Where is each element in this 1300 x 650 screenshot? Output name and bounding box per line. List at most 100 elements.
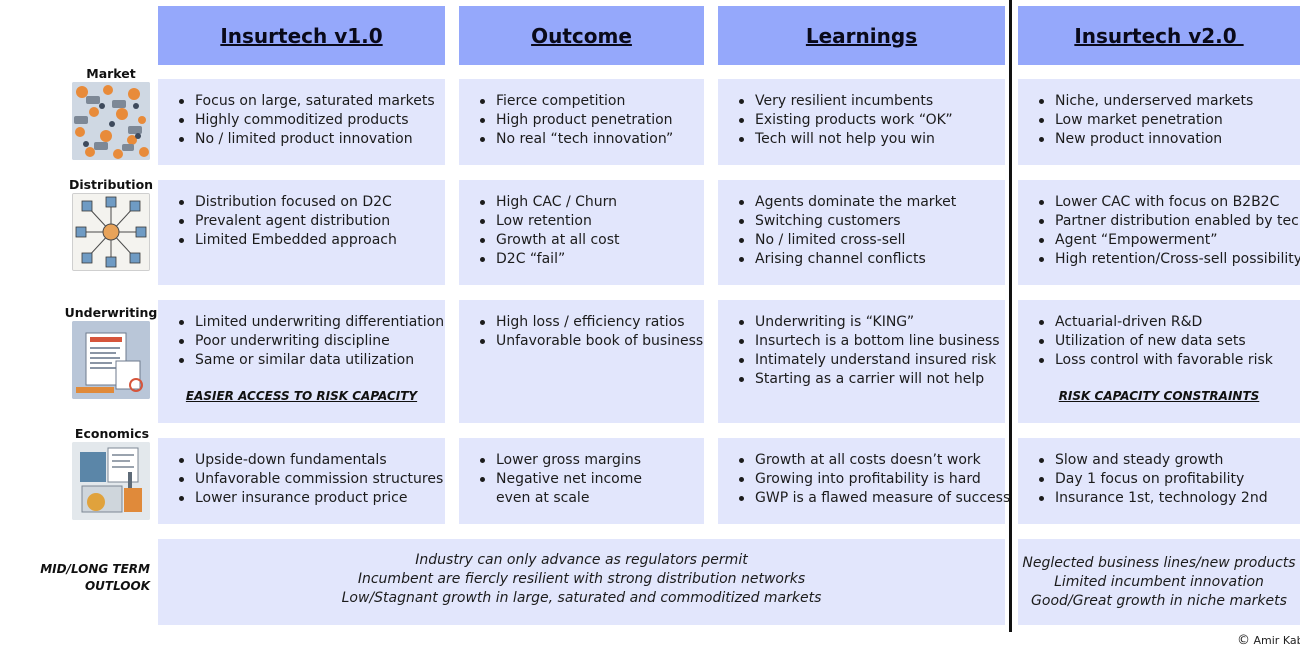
header-insurtech-v2: Insurtech v2.0 xyxy=(1018,6,1300,65)
list-item-text: No / limited cross-sell xyxy=(755,232,906,248)
list-item-text: Existing products work “OK” xyxy=(755,112,953,128)
outlook-line: Limited incumbent innovation xyxy=(1054,574,1264,590)
list-item-text: Low retention xyxy=(496,213,592,229)
bullet-dot xyxy=(739,257,744,262)
list-item: Negative net income xyxy=(479,470,700,489)
bullet-dot xyxy=(480,137,485,142)
copyright-icon: © xyxy=(1237,633,1250,648)
outlook-v1-text: Industry can only advance as regulators … xyxy=(158,551,1005,608)
list-item: High loss / efficiency ratios xyxy=(479,313,700,332)
list-item-text: No / limited product innovation xyxy=(195,131,413,147)
list-item-text: Focus on large, saturated markets xyxy=(195,93,435,109)
bullet-dot xyxy=(480,339,485,344)
list-item: Switching customers xyxy=(738,212,1001,231)
outlook-label-line2: OUTLOOK xyxy=(84,579,150,593)
list-item: Utilization of new data sets xyxy=(1038,332,1296,351)
list-item: even at scale xyxy=(479,489,700,508)
list-item-text: High CAC / Churn xyxy=(496,194,618,210)
list-item-text: New product innovation xyxy=(1055,131,1223,147)
bullet-dot xyxy=(739,137,744,142)
market-v2-cell: Niche, underserved markets Low market pe… xyxy=(1018,79,1300,165)
outlook-line: Neglected business lines/new products xyxy=(1022,555,1296,571)
economics-v1-cell: Upside-down fundamentals Unfavorable com… xyxy=(158,438,445,524)
market-outcome-list: Fierce competition High product penetrat… xyxy=(479,92,700,149)
market-outcome-cell: Fierce competition High product penetrat… xyxy=(459,79,704,165)
list-item-text: Low market penetration xyxy=(1055,112,1223,128)
list-item: Unfavorable book of business xyxy=(479,332,704,351)
list-item: Agents dominate the market xyxy=(738,193,1001,212)
bullet-dot xyxy=(179,118,184,123)
distribution-v2-list: Lower CAC with focus on B2B2C Partner di… xyxy=(1038,193,1300,269)
bullet-dot xyxy=(179,99,184,104)
list-item-text: Unfavorable book of business xyxy=(496,333,704,349)
copyright-author: Amir Kab xyxy=(1253,634,1300,647)
list-item-text: Lower insurance product price xyxy=(195,490,408,506)
bullet-dot xyxy=(1039,118,1044,123)
bullet-dot xyxy=(1039,320,1044,325)
underwriting-document-illustration-icon xyxy=(72,321,150,399)
list-item-text: Loss control with favorable risk xyxy=(1055,352,1273,368)
list-item: Growing into profitability is hard xyxy=(738,470,1001,489)
list-item-text: Niche, underserved markets xyxy=(1055,93,1254,109)
list-item: No real “tech innovation” xyxy=(479,130,700,149)
header-insurtech-v2-label: Insurtech v2.0 xyxy=(1074,23,1244,48)
market-learnings-list: Very resilient incumbents Existing produ… xyxy=(738,92,1001,149)
bullet-dot xyxy=(179,358,184,363)
distribution-v1-list: Distribution focused on D2C Prevalent ag… xyxy=(178,193,441,250)
outlook-v2-cell: Neglected business lines/new products Li… xyxy=(1018,539,1300,625)
bullet-dot xyxy=(179,458,184,463)
header-outcome-label: Outcome xyxy=(531,23,632,48)
list-item-text: Lower gross margins xyxy=(496,452,641,468)
underwriting-v1-list: Limited underwriting differentiation Poo… xyxy=(178,313,445,370)
bullet-dot xyxy=(480,320,485,325)
list-item-text: Limited underwriting differentiation xyxy=(195,314,445,330)
risk-capacity-note: EASIER ACCESS TO RISK CAPACITY xyxy=(185,389,418,403)
bullet-dot xyxy=(739,377,744,382)
list-item-text: D2C “fail” xyxy=(496,251,566,267)
list-item-text: Limited Embedded approach xyxy=(195,232,397,248)
list-item: Actuarial-driven R&D xyxy=(1038,313,1296,332)
header-outcome: Outcome xyxy=(459,6,704,65)
list-item-text: Highly commoditized products xyxy=(195,112,409,128)
header-learnings: Learnings xyxy=(718,6,1005,65)
bullet-dot xyxy=(739,99,744,104)
list-item-text: Intimately understand insured risk xyxy=(755,352,997,368)
underwriting-outcome-cell: High loss / efficiency ratios Unfavorabl… xyxy=(459,300,704,423)
row-label-market: Market xyxy=(86,66,136,81)
bullet-dot xyxy=(739,458,744,463)
bullet-dot xyxy=(480,238,485,243)
bullet-dot xyxy=(739,320,744,325)
economics-v1-list: Upside-down fundamentals Unfavorable com… xyxy=(178,451,443,508)
bullet-dot xyxy=(1039,358,1044,363)
list-item: Very resilient incumbents xyxy=(738,92,1001,111)
row-label-economics: Economics xyxy=(74,426,150,441)
list-item-text: Same or similar data utilization xyxy=(195,352,415,368)
header-insurtech-v1-label: Insurtech v1.0 xyxy=(220,23,383,48)
economics-learnings-list: Growth at all costs doesn’t work Growing… xyxy=(738,451,1010,508)
bullet-dot xyxy=(179,200,184,205)
risk-capacity-note: RISK CAPACITY CONSTRAINTS xyxy=(1058,389,1260,403)
list-item-text: Switching customers xyxy=(755,213,901,229)
economics-outcome-cell: Lower gross margins Negative net income … xyxy=(459,438,704,524)
distribution-outcome-list: High CAC / Churn Low retention Growth at… xyxy=(479,193,700,269)
list-item: Low market penetration xyxy=(1038,111,1296,130)
distribution-learnings-list: Agents dominate the market Switching cus… xyxy=(738,193,1001,269)
bullet-dot xyxy=(179,238,184,243)
list-item: New product innovation xyxy=(1038,130,1296,149)
bullet-dot xyxy=(739,238,744,243)
list-item: Focus on large, saturated markets xyxy=(178,92,441,111)
list-item-text: Day 1 focus on profitability xyxy=(1055,471,1245,487)
bullet-dot xyxy=(739,200,744,205)
list-item: GWP is a flawed measure of success xyxy=(738,489,1010,508)
copyright-notice: © Amir Kab xyxy=(1237,633,1300,648)
list-item-text: Agent “Empowerment” xyxy=(1055,232,1218,248)
distribution-learnings-cell: Agents dominate the market Switching cus… xyxy=(718,180,1005,285)
list-item-text: Distribution focused on D2C xyxy=(195,194,392,210)
list-item-text: Negative net income xyxy=(496,471,642,487)
bullet-dot xyxy=(1039,200,1044,205)
bullet-dot xyxy=(179,496,184,501)
market-v1-list: Focus on large, saturated markets Highly… xyxy=(178,92,441,149)
list-item-text: Prevalent agent distribution xyxy=(195,213,391,229)
distribution-outcome-cell: High CAC / Churn Low retention Growth at… xyxy=(459,180,704,285)
list-item: Same or similar data utilization xyxy=(178,351,441,370)
